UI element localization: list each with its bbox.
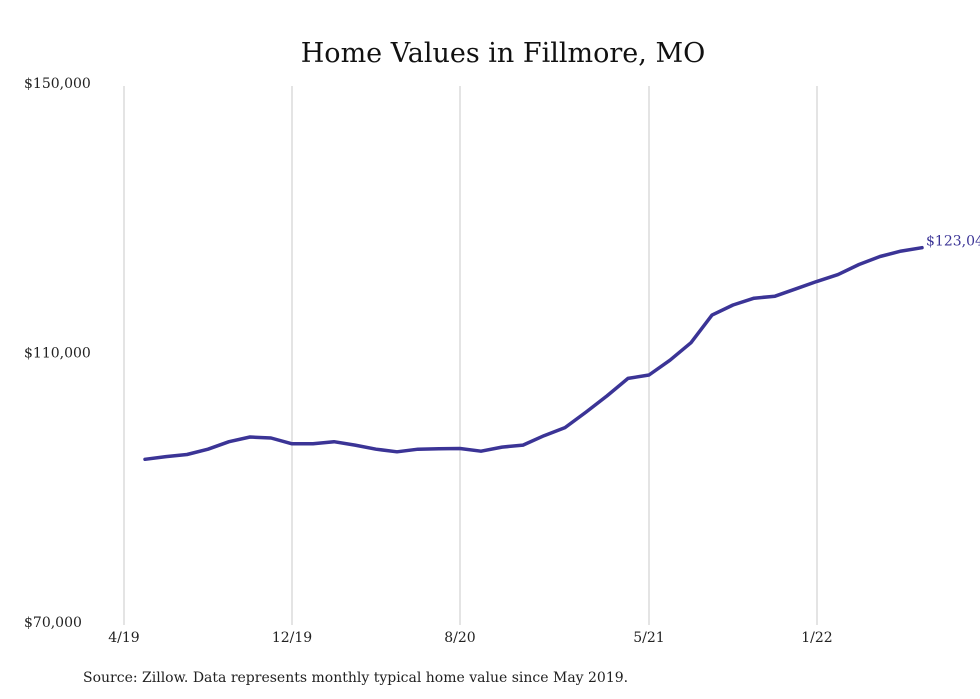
series-line: [143, 245, 924, 462]
x-tick-label: 8/20: [444, 630, 475, 646]
y-axis: $150,000 $110,000 $70,000: [24, 76, 91, 631]
x-tick-label: 5/21: [633, 630, 664, 646]
x-axis: 4/19 12/19 8/20 5/21 1/22: [108, 630, 832, 646]
y-tick-label: $150,000: [24, 76, 91, 92]
x-tick-label: 12/19: [272, 630, 312, 646]
chart-title: Home Values in Fillmore, MO: [301, 38, 705, 69]
end-value-label: $123,047: [926, 234, 980, 250]
source-note: Source: Zillow. Data represents monthly …: [83, 670, 628, 686]
y-tick-label: $110,000: [24, 346, 91, 362]
x-tick-label: 1/22: [801, 630, 832, 646]
y-tick-label: $70,000: [24, 615, 82, 631]
x-tick-label: 4/19: [108, 630, 139, 646]
series-layer: $123,047: [143, 234, 980, 462]
gridlines: [123, 86, 818, 625]
